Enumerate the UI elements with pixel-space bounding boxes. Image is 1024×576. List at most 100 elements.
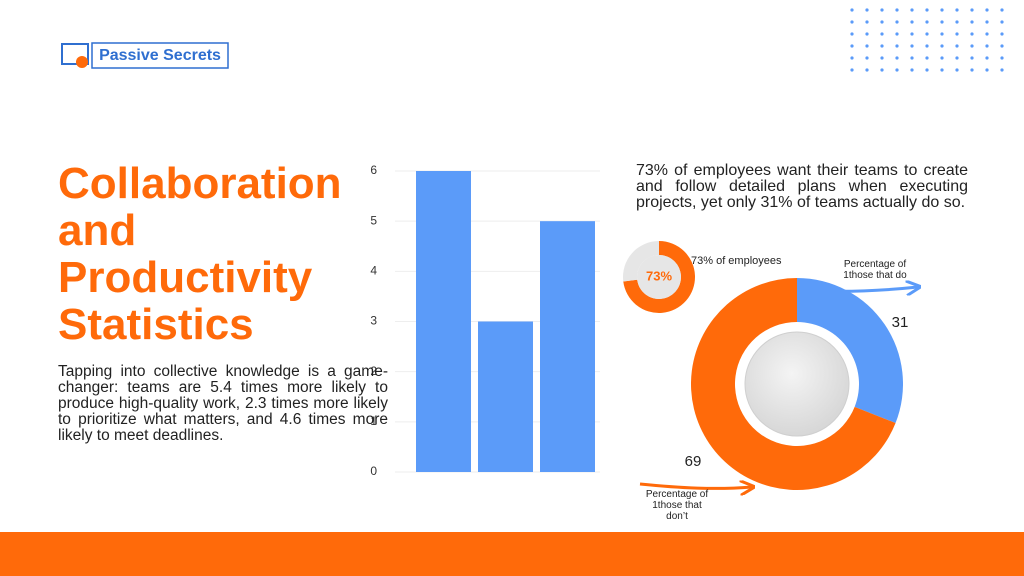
dot (940, 20, 944, 24)
segment-label: Percentage of 1those that do (843, 259, 907, 281)
dot (940, 32, 944, 36)
dot (880, 68, 884, 72)
dot (850, 44, 854, 48)
dot (970, 20, 974, 24)
dot (880, 44, 884, 48)
bar (416, 171, 471, 472)
dot (940, 8, 944, 12)
dot (865, 56, 869, 60)
dot (895, 44, 899, 48)
dot (880, 32, 884, 36)
dot (955, 32, 959, 36)
dot (895, 68, 899, 72)
dot (865, 8, 869, 12)
donut-segment (623, 241, 695, 313)
logo-gear (76, 56, 88, 68)
dot (955, 44, 959, 48)
dot (985, 56, 989, 60)
dot (985, 20, 989, 24)
dot (1000, 56, 1004, 60)
arrow (639, 484, 752, 488)
dot (940, 68, 944, 72)
dot (910, 56, 914, 60)
dot (895, 8, 899, 12)
dot (1000, 68, 1004, 72)
value-label: 31 (892, 314, 909, 331)
dot (955, 20, 959, 24)
dot (985, 68, 989, 72)
footer-band (0, 532, 1024, 576)
dot (910, 20, 914, 24)
logo-icon (61, 43, 89, 65)
y-tick-label: 0 (370, 464, 377, 478)
dot (910, 44, 914, 48)
dot (1000, 44, 1004, 48)
dot (940, 44, 944, 48)
dot (865, 68, 869, 72)
dot (865, 32, 869, 36)
dot (955, 68, 959, 72)
logo: Passive Secrets (61, 42, 229, 69)
dot (985, 32, 989, 36)
dot (925, 32, 929, 36)
value-label: 73% (646, 268, 672, 283)
y-tick-label: 5 (370, 213, 377, 227)
dot (925, 44, 929, 48)
bar (478, 321, 533, 472)
dot (850, 68, 854, 72)
donut-label: 73% of employees (691, 255, 782, 267)
dot (1000, 8, 1004, 12)
dot (910, 68, 914, 72)
body-text: Tapping into collective knowledge is a g… (58, 363, 388, 444)
donut-segment (691, 278, 896, 490)
y-tick-label: 1 (370, 414, 377, 428)
logo-box (91, 42, 229, 69)
dot (850, 32, 854, 36)
dot (970, 44, 974, 48)
dot (985, 44, 989, 48)
dot (895, 56, 899, 60)
donut-center (744, 331, 850, 437)
dot (925, 68, 929, 72)
dot (910, 32, 914, 36)
dot (850, 56, 854, 60)
donut-center (637, 255, 681, 299)
dot (895, 20, 899, 24)
y-tick-label: 6 (370, 163, 377, 177)
dot (910, 8, 914, 12)
dot (1000, 20, 1004, 24)
dot (925, 8, 929, 12)
dot (850, 20, 854, 24)
headline: Collaboration and Productivity Statistic… (58, 159, 342, 349)
dot (940, 56, 944, 60)
dot (970, 68, 974, 72)
dot (970, 32, 974, 36)
y-tick-label: 3 (370, 314, 377, 328)
dot (970, 8, 974, 12)
dot (880, 56, 884, 60)
bar (540, 221, 595, 472)
donut-segment (623, 241, 659, 282)
dot (955, 56, 959, 60)
dot (880, 20, 884, 24)
segment-label: Percentage of 1those that don’t (646, 489, 708, 522)
logo-text: Passive Secrets (99, 47, 221, 64)
dot (985, 8, 989, 12)
dot (865, 20, 869, 24)
dot (1000, 32, 1004, 36)
dot (970, 56, 974, 60)
dot (925, 56, 929, 60)
dot (955, 8, 959, 12)
y-tick-label: 2 (370, 364, 377, 378)
y-tick-label: 4 (370, 264, 377, 278)
dot (880, 8, 884, 12)
chart-caption: 73% of employees want their teams to cre… (636, 162, 968, 211)
dot (865, 44, 869, 48)
dot (925, 20, 929, 24)
value-label: 69 (685, 453, 702, 470)
dot (895, 32, 899, 36)
dot (850, 8, 854, 12)
donut-segment (797, 278, 904, 424)
